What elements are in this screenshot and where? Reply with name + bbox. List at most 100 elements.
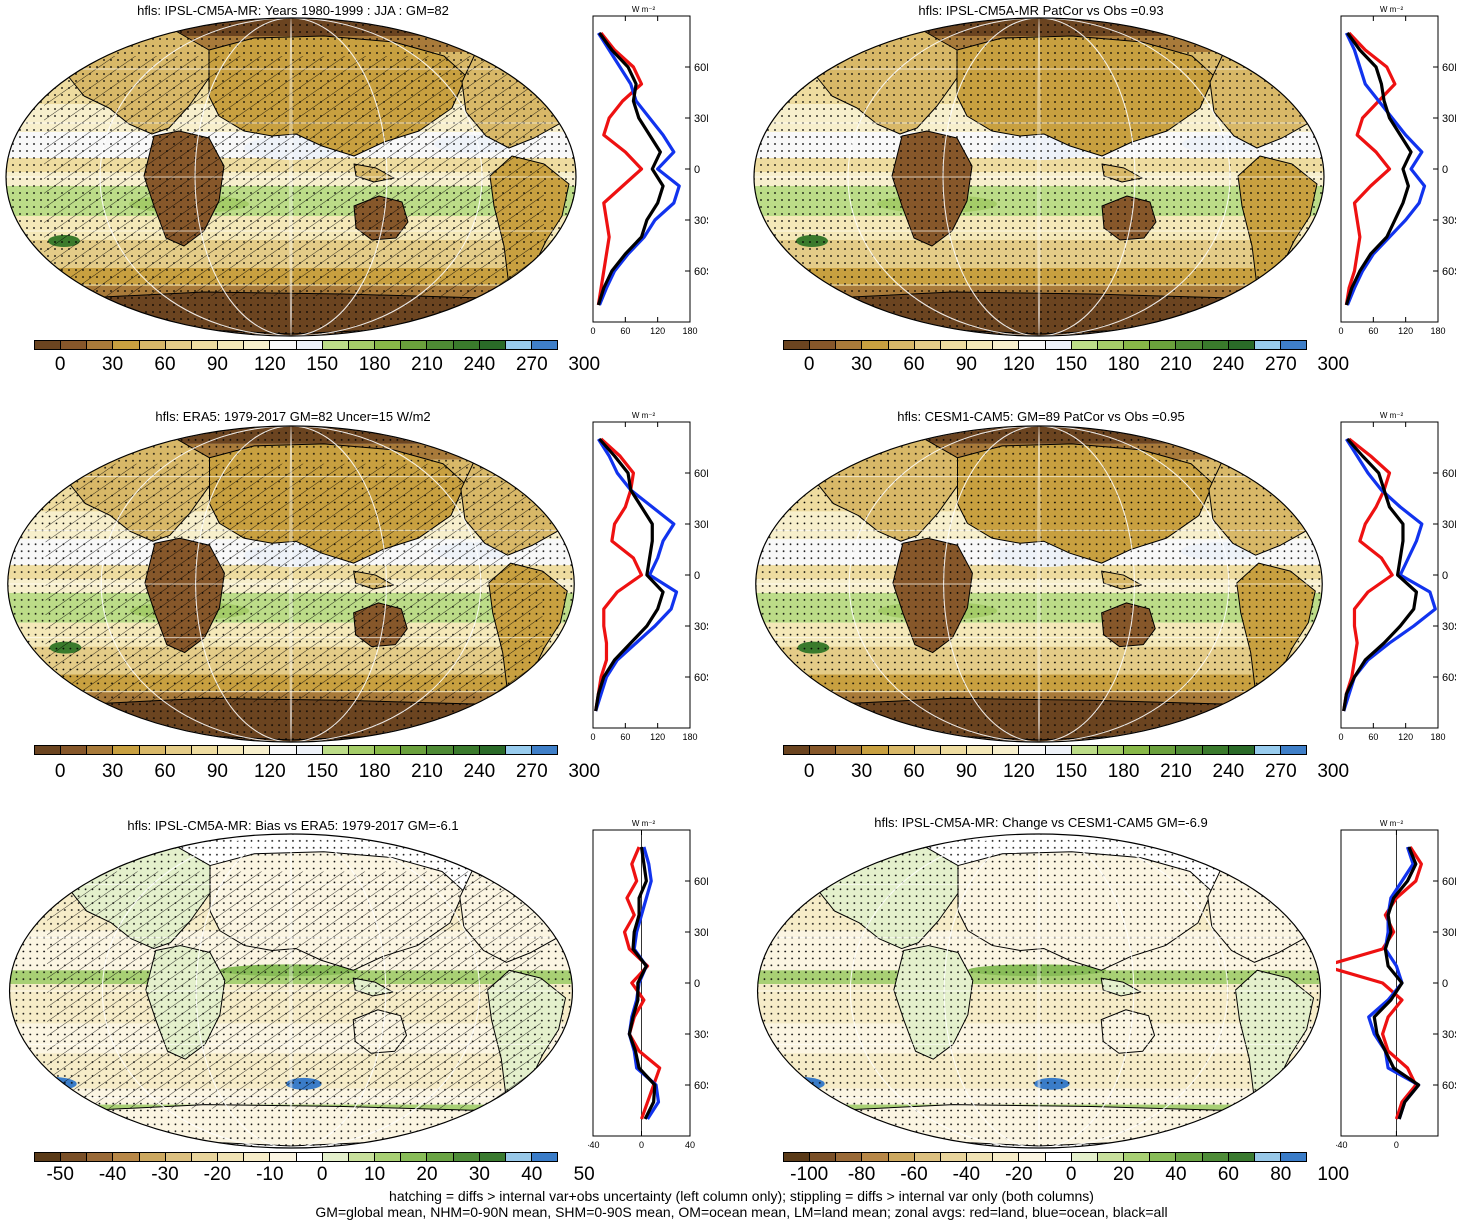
footer-note-means: GM=global mean, NHM=0-90N mean, SHM=0-90… — [315, 1204, 1168, 1220]
colorbar-swatch — [190, 1153, 218, 1161]
zonal-lat-tick-label: 60S — [1442, 266, 1456, 278]
colorbar-swatch — [35, 341, 61, 349]
colorbar-tick-label: 300 — [568, 761, 601, 782]
panel-3-colorbar-labels: 0 30 60 90 120 150 180 210 240 270 300 — [34, 761, 600, 783]
zonal-unit-label: W m⁻² — [632, 819, 656, 828]
zonal-x-tick-label: 120 — [650, 732, 665, 742]
colorbar-swatch — [530, 746, 558, 754]
colorbar-swatch — [347, 341, 375, 349]
colorbar-tick-label: -20 — [1005, 1164, 1033, 1185]
colorbar-swatch — [1123, 341, 1150, 349]
colorbar-tick-label: 40 — [1165, 1164, 1187, 1185]
colorbar-swatch — [1253, 746, 1280, 754]
colorbar-tick-label: 90 — [955, 761, 977, 782]
colorbar-tick-label: 180 — [1107, 354, 1140, 375]
colorbar-tick-label: 150 — [1055, 354, 1088, 375]
colorbar-swatch — [1253, 1153, 1280, 1161]
colorbar-swatch — [138, 341, 165, 349]
colorbar-tick-label: 240 — [463, 761, 496, 782]
zonal-lat-tick-label: 60S — [694, 672, 708, 684]
colorbar-tick-label: 300 — [1317, 761, 1350, 782]
zonal-line-all — [627, 846, 657, 1120]
zonal-x-tick-label: 0 — [1338, 326, 1343, 336]
colorbar-swatch — [530, 341, 558, 349]
colorbar-tick-label: -50 — [46, 1164, 74, 1185]
colorbar-swatch — [295, 746, 322, 754]
zonal-lat-tick-label: 60N — [694, 468, 708, 480]
panel-6-title: hfls: IPSL-CM5A-MR: Change vs CESM1-CAM5… — [874, 815, 1208, 830]
panel-1-colorbar-labels: 0 30 60 90 120 150 180 210 240 270 300 — [34, 354, 600, 376]
zonal-x-tick-label: 60 — [620, 326, 630, 336]
colorbar-tick-label: 50 — [573, 1164, 595, 1185]
zonal-lat-tick-label: 0 — [1442, 978, 1448, 990]
zonal-lat-tick-label: 0 — [694, 978, 700, 990]
colorbar-swatch — [809, 746, 836, 754]
colorbar-tick-label: 240 — [1212, 761, 1245, 782]
colorbar-tick-label: 120 — [253, 761, 286, 782]
panel-6-zonal-plot: W m⁻² -40 0 60N 30N 0 30S 60S — [1336, 819, 1456, 1150]
colorbar-swatch — [1018, 341, 1045, 349]
colorbar-tick-label: 180 — [358, 761, 391, 782]
colorbar-swatch — [426, 341, 453, 349]
colorbar-tick-label: 180 — [1107, 761, 1140, 782]
zonal-line-land — [1336, 846, 1423, 1120]
zonal-unit-label: W m⁻² — [1380, 411, 1404, 420]
zonal-lat-tick-label: 60N — [1442, 62, 1456, 74]
colorbar-swatch — [1123, 746, 1150, 754]
panel-1-map — [5, 17, 577, 337]
colorbar-tick-label: 270 — [515, 354, 548, 375]
zonal-x-tick-label: 120 — [1398, 732, 1413, 742]
zonal-line-ocean — [594, 438, 679, 712]
colorbar-swatch — [86, 746, 113, 754]
colorbar-swatch — [164, 1153, 191, 1161]
colorbar-tick-label: 120 — [1002, 761, 1035, 782]
colorbar-tick-label: 0 — [316, 1164, 328, 1185]
colorbar-swatch — [190, 746, 218, 754]
footer-note-hatching: hatching = diffs > internal var+obs unce… — [389, 1188, 1094, 1204]
zonal-lat-tick-label: 60S — [1442, 672, 1456, 684]
colorbar-tick-label: 240 — [1212, 354, 1245, 375]
colorbar-swatch — [1018, 746, 1045, 754]
colorbar-swatch — [112, 341, 139, 349]
colorbar-tick-label: 30 — [102, 761, 124, 782]
zonal-unit-label: W m⁻² — [632, 5, 656, 14]
colorbar-swatch — [321, 746, 348, 754]
colorbar-swatch — [1096, 341, 1124, 349]
panel-1-title: hfls: IPSL-CM5A-MR: Years 1980-1999 : JJ… — [137, 3, 449, 18]
colorbar-swatch — [861, 341, 888, 349]
panel-6-colorbar-labels: -100 -80 -60 -40 -20 0 20 40 60 80 100 — [783, 1164, 1349, 1186]
panel-4-zonal-plot: W m⁻² 0 60 120 180 60N 30N 0 30S 60S — [1338, 411, 1456, 742]
zonal-x-tick-label: 60 — [1368, 732, 1378, 742]
panel-4-title: hfls: CESM1-CAM5: GM=89 PatCor vs Obs =0… — [897, 409, 1185, 424]
colorbar-swatch — [60, 1153, 87, 1161]
zonal-lat-tick-label: 60N — [1442, 876, 1456, 888]
colorbar-swatch — [1279, 1153, 1307, 1161]
colorbar-swatch — [60, 746, 87, 754]
zonal-lat-tick-label: 30S — [694, 1029, 708, 1041]
colorbar-swatch — [217, 746, 244, 754]
zonal-lat-tick-label: 60S — [694, 1080, 708, 1092]
colorbar-tick-label: -30 — [151, 1164, 179, 1185]
colorbar-swatch — [1070, 746, 1097, 754]
colorbar-tick-label: 60 — [1217, 1164, 1239, 1185]
colorbar-tick-label: 180 — [358, 354, 391, 375]
colorbar-swatch — [426, 746, 453, 754]
colorbar-swatch — [1070, 341, 1097, 349]
colorbar-tick-label: 120 — [1002, 354, 1035, 375]
colorbar-swatch — [504, 1153, 531, 1161]
colorbar-swatch — [295, 1153, 322, 1161]
colorbar-swatch — [269, 341, 296, 349]
colorbar-tick-label: 150 — [306, 354, 339, 375]
colorbar-swatch — [1175, 1153, 1202, 1161]
colorbar-swatch — [478, 1153, 505, 1161]
zonal-x-tick-label: 180 — [1430, 326, 1445, 336]
colorbar-tick-label: 270 — [1264, 761, 1297, 782]
colorbar-tick-label: -40 — [952, 1164, 981, 1185]
zonal-line-all — [1372, 846, 1421, 1120]
zonal-lat-tick-label: 60N — [1442, 468, 1456, 480]
zonal-x-tick-label: -40 — [1336, 1140, 1348, 1150]
zonal-lat-tick-label: 0 — [694, 570, 700, 582]
colorbar-tick-label: 270 — [515, 761, 548, 782]
colorbar-swatch — [992, 341, 1019, 349]
zonal-x-tick-label: 0 — [590, 326, 595, 336]
